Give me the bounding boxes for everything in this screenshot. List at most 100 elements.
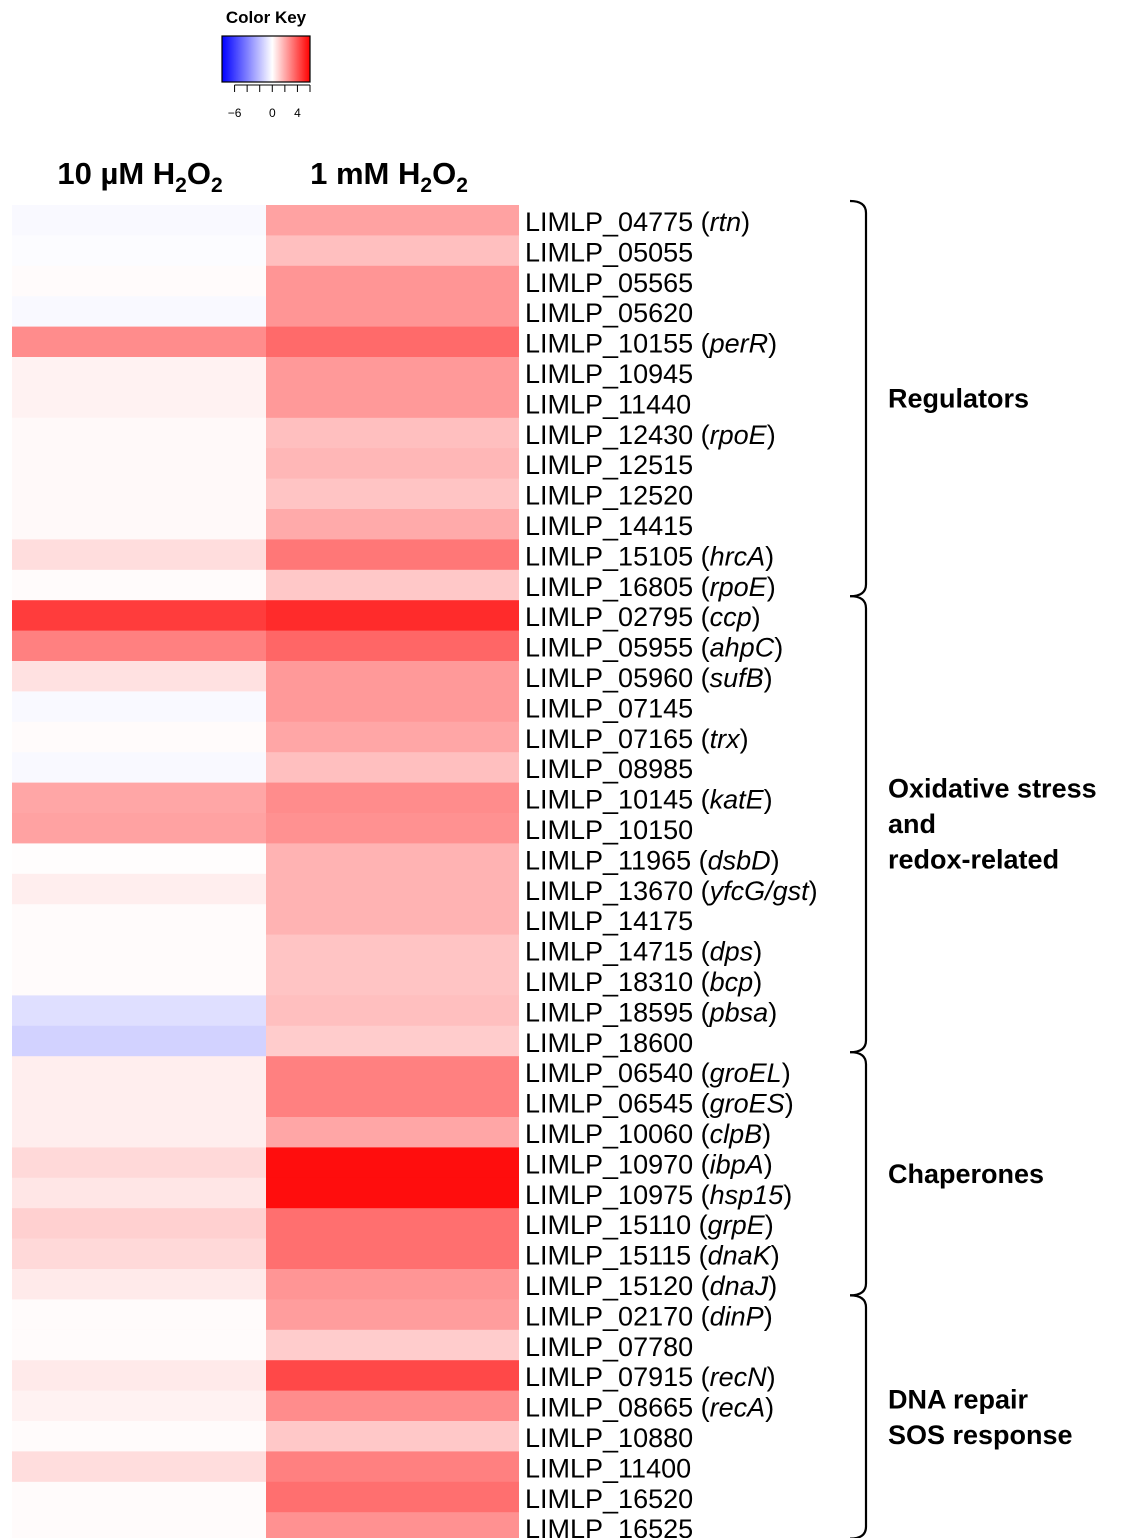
- group-label: Regulators: [888, 384, 1029, 414]
- row-label: LIMLP_07915 (recN): [525, 1362, 776, 1392]
- heatmap-cell: [266, 205, 519, 236]
- group-brackets: [849, 199, 868, 1538]
- row-label: LIMLP_15110 (grpE): [525, 1210, 774, 1240]
- row-label: LIMLP_11965 (dsbD): [525, 845, 780, 875]
- column-header: 1 mM H2O2: [310, 156, 468, 197]
- heatmap-cell: [12, 1086, 266, 1118]
- heatmap-cell: [266, 1177, 519, 1209]
- group-bracket: [849, 199, 868, 598]
- heatmap-cell: [12, 448, 266, 480]
- row-label: LIMLP_07145: [525, 693, 693, 723]
- heatmap-cell: [266, 1025, 519, 1057]
- column-headers: 10 µM H2O2 1 mM H2O2: [57, 156, 468, 197]
- row-label: LIMLP_16525: [525, 1514, 693, 1538]
- heatmap-cell: [266, 782, 519, 814]
- row-label: LIMLP_05960 (sufB): [525, 663, 773, 693]
- heatmap-cell: [266, 417, 519, 449]
- heatmap-cell: [12, 1299, 266, 1331]
- row-label: LIMLP_05565: [525, 268, 693, 298]
- heatmap-cell: [12, 1117, 266, 1148]
- heatmap-cell: [12, 1390, 266, 1422]
- heatmap-cell: [12, 965, 266, 996]
- heatmap-cell: [12, 782, 266, 814]
- row-label: LIMLP_15105 (hrcA): [525, 541, 774, 571]
- color-key-tick-label: 4: [294, 106, 301, 120]
- row-label: LIMLP_11440: [525, 389, 691, 419]
- row-label: LIMLP_05055: [525, 237, 693, 267]
- heatmap-cell: [12, 296, 266, 328]
- heatmap-cell: [266, 1421, 519, 1452]
- heatmap-cell: [266, 661, 519, 692]
- heatmap-cell: [12, 539, 266, 571]
- heatmap-cell: [266, 965, 519, 996]
- heatmap-cell: [12, 205, 266, 236]
- heatmap-cell: [266, 1086, 519, 1118]
- heatmap-cell: [266, 1269, 519, 1300]
- heatmap-cell: [12, 417, 266, 449]
- column-header: 10 µM H2O2: [57, 156, 222, 197]
- color-key-axis: −6 0 4: [228, 84, 311, 120]
- row-label: LIMLP_08985: [525, 754, 693, 784]
- heatmap-cell: [12, 478, 266, 510]
- group-bracket: [849, 595, 868, 1054]
- color-key-title: Color Key: [226, 8, 307, 27]
- row-label: LIMLP_10970 (ibpA): [525, 1149, 773, 1179]
- row-label: LIMLP_10060 (clpB): [525, 1119, 771, 1149]
- heatmap-cell: [266, 296, 519, 328]
- row-label: LIMLP_10145 (katE): [525, 785, 773, 815]
- heatmap-cell: [12, 235, 266, 267]
- heatmap-cell: [266, 1117, 519, 1148]
- heatmap-cell: [12, 1269, 266, 1300]
- heatmap-cell: [266, 1360, 519, 1392]
- row-label: LIMLP_08665 (recA): [525, 1393, 774, 1423]
- group-label: Chaperones: [888, 1159, 1044, 1189]
- row-label: LIMLP_07165 (trx): [525, 724, 749, 754]
- heatmap-cell: [266, 904, 519, 936]
- row-label: LIMLP_14175: [525, 906, 693, 936]
- row-label: LIMLP_11400: [525, 1453, 691, 1483]
- heatmap-cell: [12, 813, 266, 844]
- row-label: LIMLP_10975 (hsp15): [525, 1180, 792, 1210]
- heatmap-cell: [12, 1329, 266, 1361]
- group-label: redox-related: [888, 845, 1059, 875]
- heatmap-cell: [12, 873, 266, 905]
- group-label: DNA repair: [888, 1384, 1029, 1414]
- heatmap-cell: [12, 1025, 266, 1057]
- row-label: LIMLP_18595 (pbsa): [525, 997, 777, 1027]
- heatmap-cell: [12, 1147, 266, 1179]
- heatmap-cells: [12, 205, 519, 1538]
- heatmap-cell: [266, 569, 519, 601]
- group-bracket: [849, 1051, 868, 1297]
- row-label: LIMLP_05620: [525, 298, 693, 328]
- heatmap-cell: [12, 1451, 266, 1483]
- row-label: LIMLP_06545 (groES): [525, 1089, 794, 1119]
- row-label: LIMLP_12520: [525, 481, 693, 511]
- color-key-gradient: [221, 35, 311, 83]
- row-label: LIMLP_12430 (rpoE): [525, 420, 776, 450]
- heatmap-cell: [266, 630, 519, 662]
- heatmap-cell: [12, 1481, 266, 1513]
- row-label: LIMLP_18600: [525, 1028, 693, 1058]
- row-label: LIMLP_10150: [525, 815, 693, 845]
- heatmap-cell: [266, 1208, 519, 1240]
- heatmap-cell: [12, 1360, 266, 1392]
- heatmap-cell: [12, 569, 266, 601]
- heatmap-cell: [266, 600, 519, 632]
- heatmap-cell: [12, 600, 266, 632]
- heatmap-cell: [12, 509, 266, 540]
- heatmap-cell: [266, 357, 519, 388]
- heatmap-cell: [12, 265, 266, 297]
- row-label: LIMLP_05955 (ahpC): [525, 633, 783, 663]
- group-label: SOS response: [888, 1420, 1073, 1450]
- heatmap-cell: [266, 691, 519, 723]
- heatmap-cell: [12, 1238, 266, 1270]
- group-label: and: [888, 809, 936, 839]
- heatmap-cell: [266, 1299, 519, 1331]
- color-key-tick-label: −6: [228, 106, 242, 120]
- row-label: LIMLP_16805 (rpoE): [525, 572, 776, 602]
- heatmap-cell: [266, 1451, 519, 1483]
- heatmap-cell: [12, 1177, 266, 1209]
- heatmap-cell: [266, 235, 519, 267]
- color-key: Color Key −6 0 4: [221, 8, 311, 120]
